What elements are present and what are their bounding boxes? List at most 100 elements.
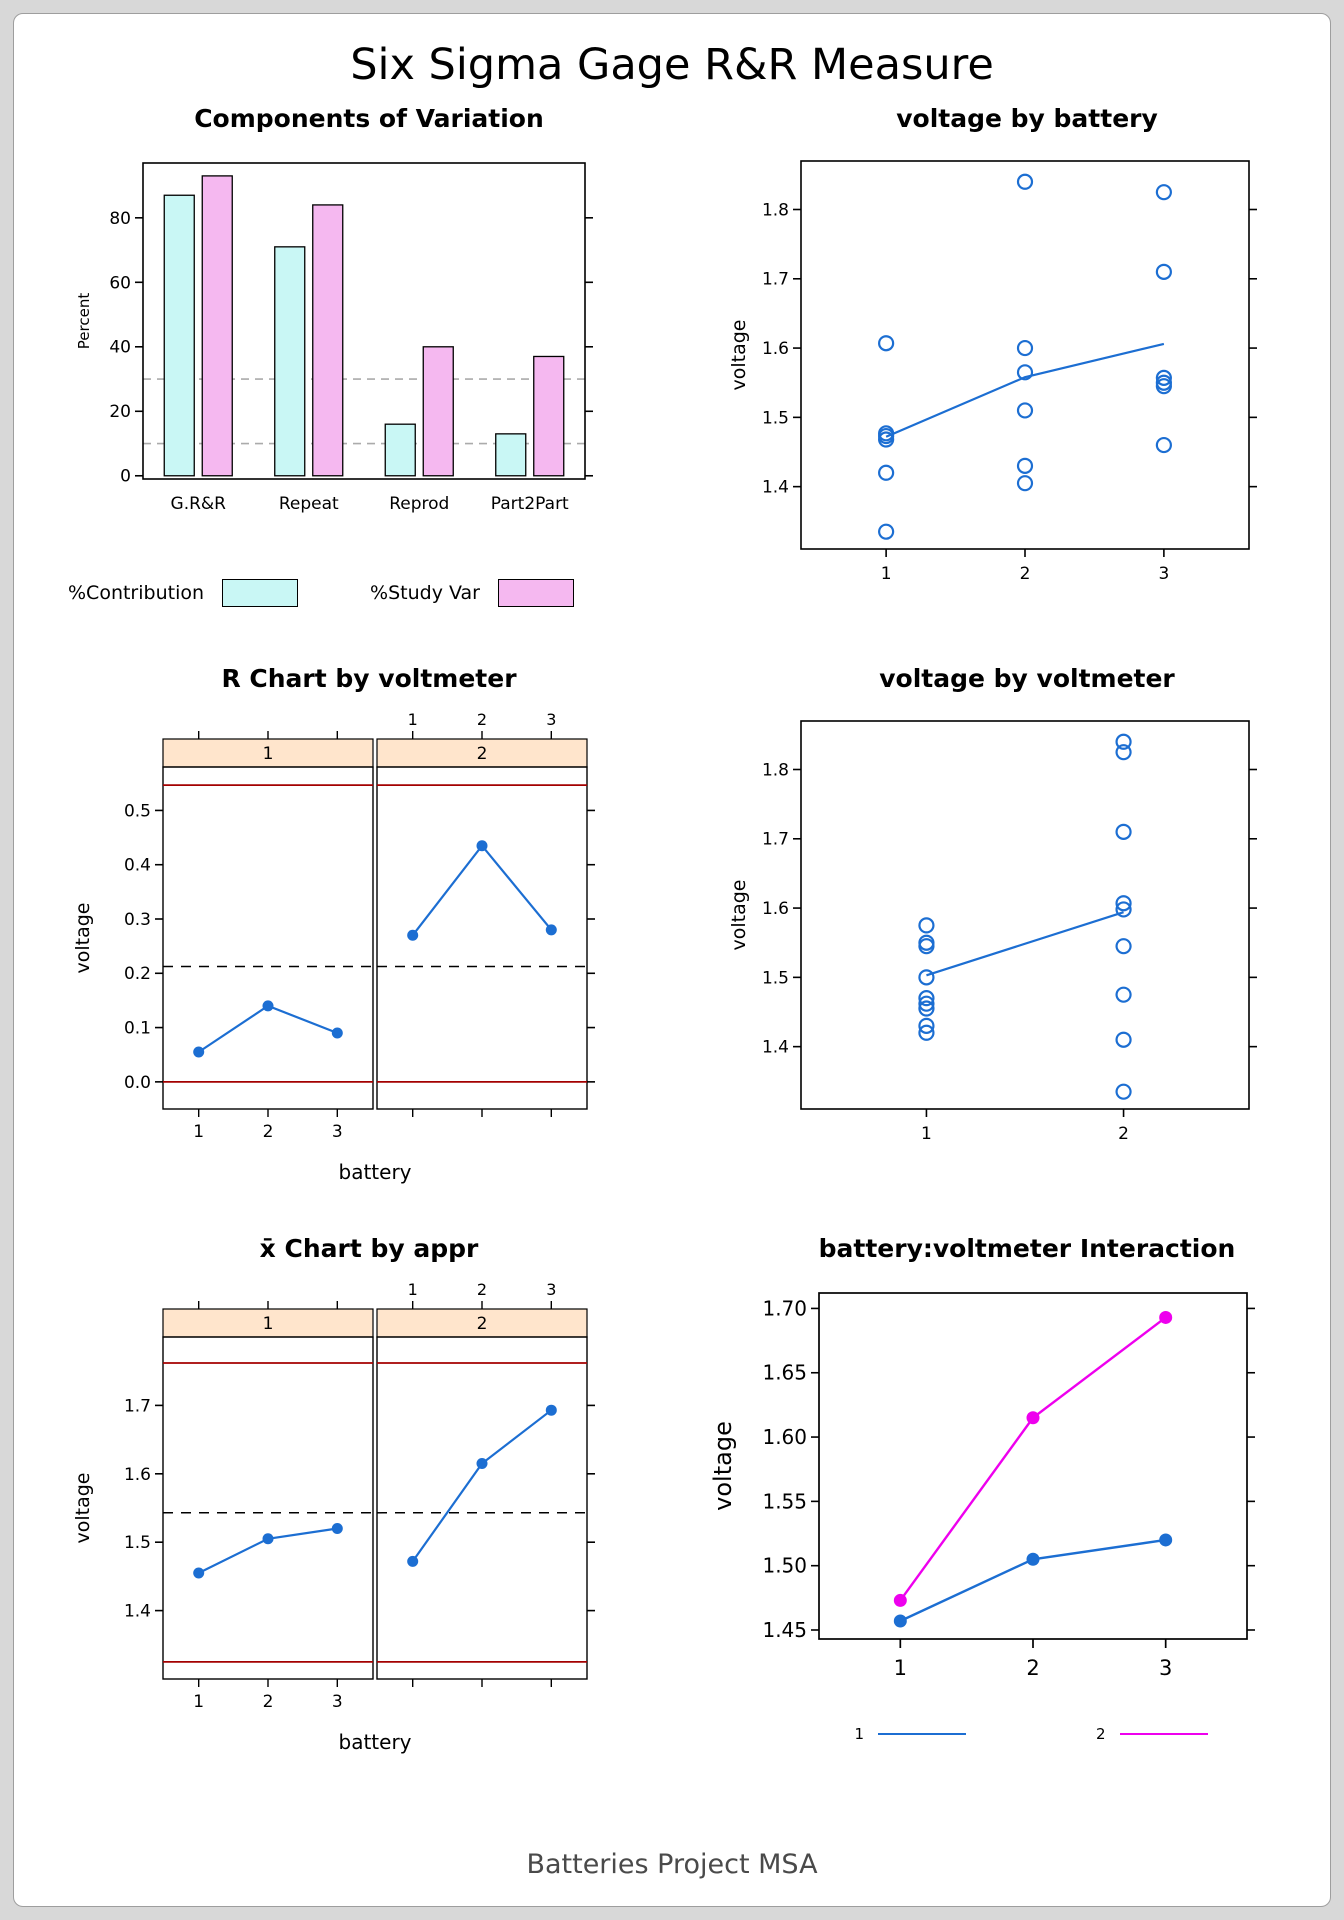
voltmeter1-legend-label: 1 (854, 1725, 864, 1743)
main-title: Six Sigma Gage R&R Measure (350, 40, 994, 90)
chart-grid: Components of Variation G.R&R Repeat Repro… (14, 100, 1330, 1830)
svg-text:1: 1 (263, 744, 274, 764)
svg-text:2: 2 (263, 1692, 274, 1712)
svg-text:1.4: 1.4 (762, 478, 789, 498)
interaction-chart: 1.45 1.50 1.55 1.60 1.65 1.70 1 2 3 voltage (701, 1279, 1301, 1709)
svg-text:Percent: Percent (75, 293, 93, 350)
svg-text:0.2: 0.2 (124, 964, 151, 984)
panel-xbar-chart: x̄ Chart by appr 1 2 1.4 1.5 1.6 1.7 1 2 3 1 2 3 bat… (14, 1230, 672, 1830)
interaction-legend: 1 2 (854, 1725, 1208, 1743)
svg-text:1.5: 1.5 (124, 1533, 151, 1553)
svg-text:1: 1 (921, 1124, 932, 1144)
svg-text:1.45: 1.45 (762, 1618, 807, 1642)
panel-voltage-by-voltmeter: voltage by voltmeter 1.4 1.5 1.6 1.7 1.8 1 2 vo… (672, 660, 1330, 1230)
voltmeter2-legend-label: 2 (1096, 1725, 1106, 1743)
svg-text:1: 1 (408, 710, 418, 729)
svg-text:1.7: 1.7 (762, 830, 789, 850)
xbar-chart-by-appr-chart: 1 2 1.4 1.5 1.6 1.7 1 2 3 1 2 3 battery voltage (63, 1279, 623, 1779)
r-chart-title: R Chart by voltmeter (221, 664, 517, 693)
panel-voltage-by-battery: voltage by battery 1.4 1.5 1.6 1.7 1.8 1 2 3 vol… (672, 100, 1330, 660)
panel-interaction: battery:voltmeter Interaction 1.45 1.50 1.… (672, 1230, 1330, 1830)
legend-item-voltmeter-1: 1 (854, 1725, 966, 1743)
svg-text:40: 40 (109, 338, 131, 358)
legend-item-voltmeter-2: 2 (1096, 1725, 1208, 1743)
svg-text:2: 2 (1026, 1656, 1039, 1680)
svg-text:1.4: 1.4 (124, 1602, 151, 1622)
contribution-legend-label: %Contribution (68, 582, 205, 604)
panel-components-of-variation: Components of Variation G.R&R Repeat Repro… (14, 100, 672, 660)
svg-text:3: 3 (332, 1692, 343, 1712)
svg-text:1: 1 (894, 1656, 907, 1680)
svg-text:2: 2 (477, 744, 488, 764)
svg-text:1.6: 1.6 (762, 899, 789, 919)
voltmeter2-legend-line (1119, 1733, 1208, 1735)
caption: Batteries Project MSA (526, 1849, 818, 1880)
voltage-by-battery-title: voltage by battery (896, 104, 1158, 133)
svg-text:2: 2 (263, 1122, 274, 1142)
svg-text:1: 1 (193, 1692, 204, 1712)
svg-text:1.60: 1.60 (762, 1425, 807, 1449)
svg-text:1.8: 1.8 (762, 200, 789, 220)
svg-text:battery: battery (339, 1730, 412, 1754)
svg-text:2: 2 (1118, 1124, 1129, 1144)
svg-text:Repeat: Repeat (279, 494, 339, 514)
svg-text:1.50: 1.50 (762, 1554, 807, 1578)
svg-text:1.5: 1.5 (762, 408, 789, 428)
svg-text:Part2Part: Part2Part (491, 494, 569, 514)
svg-text:60: 60 (109, 273, 131, 293)
svg-text:1.70: 1.70 (762, 1296, 807, 1320)
svg-text:1: 1 (193, 1122, 204, 1142)
panel-r-chart: R Chart by voltmeter 1 2 0.0 0.1 0.2 0.3 0.4 0.… (14, 660, 672, 1230)
svg-text:1: 1 (881, 564, 892, 584)
svg-text:3: 3 (546, 1280, 556, 1299)
svg-text:3: 3 (1158, 564, 1169, 584)
svg-text:2: 2 (477, 710, 487, 729)
svg-text:2: 2 (477, 1314, 488, 1334)
svg-text:1.7: 1.7 (124, 1396, 151, 1416)
svg-text:0.3: 0.3 (124, 910, 151, 930)
studyvar-legend-label: %Study Var (370, 582, 480, 604)
bar-legend: %Contribution %Study Var (68, 579, 574, 607)
voltage-by-voltmeter-chart: 1.4 1.5 1.6 1.7 1.8 1 2 voltage (721, 709, 1281, 1171)
svg-text:1.4: 1.4 (762, 1038, 789, 1058)
components-of-variation-title: Components of Variation (194, 104, 544, 133)
svg-text:battery: battery (339, 1160, 412, 1184)
svg-text:3: 3 (546, 710, 556, 729)
svg-text:2: 2 (477, 1280, 487, 1299)
svg-text:0: 0 (120, 467, 131, 487)
svg-text:0.4: 0.4 (124, 856, 151, 876)
svg-text:voltage: voltage (72, 1473, 94, 1544)
svg-text:1.55: 1.55 (762, 1489, 807, 1513)
contribution-swatch (222, 579, 299, 607)
svg-text:3: 3 (332, 1122, 343, 1142)
svg-text:20: 20 (109, 402, 131, 422)
r-chart-by-voltmeter-chart: 1 2 0.0 0.1 0.2 0.3 0.4 0.5 1 2 3 1 2 3 battery voltage (63, 709, 623, 1209)
svg-text:0.0: 0.0 (124, 1073, 151, 1093)
svg-text:Reprod: Reprod (389, 494, 449, 514)
svg-text:1.65: 1.65 (762, 1361, 807, 1385)
svg-text:G.R&R: G.R&R (171, 494, 227, 514)
svg-text:1.5: 1.5 (762, 968, 789, 988)
components-of-variation-chart: G.R&R Repeat Reprod Part2Part 0 20 40 60 80 Perce… (63, 149, 623, 561)
xbar-chart-title: x̄ Chart by appr (259, 1234, 479, 1263)
legend-item-studyvar: %Study Var (370, 579, 574, 607)
plot-card: Six Sigma Gage R&R Measure Components of… (13, 13, 1331, 1907)
svg-text:0.1: 0.1 (124, 1019, 151, 1039)
svg-text:voltage: voltage (728, 320, 750, 391)
svg-text:voltage: voltage (709, 1421, 737, 1511)
svg-text:1.7: 1.7 (762, 270, 789, 290)
svg-text:0.5: 0.5 (124, 801, 151, 821)
svg-text:2: 2 (1020, 564, 1031, 584)
interaction-title: battery:voltmeter Interaction (818, 1234, 1236, 1263)
svg-text:voltage: voltage (728, 880, 750, 951)
legend-item-contribution: %Contribution (68, 579, 299, 607)
svg-text:3: 3 (1159, 1656, 1172, 1680)
studyvar-swatch (497, 579, 574, 607)
voltage-by-battery-chart: 1.4 1.5 1.6 1.7 1.8 1 2 3 voltage (721, 149, 1281, 611)
voltage-by-voltmeter-title: voltage by voltmeter (879, 664, 1175, 693)
svg-text:1.6: 1.6 (124, 1465, 151, 1485)
svg-text:1.8: 1.8 (762, 760, 789, 780)
voltmeter1-legend-line (878, 1733, 966, 1735)
svg-text:80: 80 (109, 209, 131, 229)
